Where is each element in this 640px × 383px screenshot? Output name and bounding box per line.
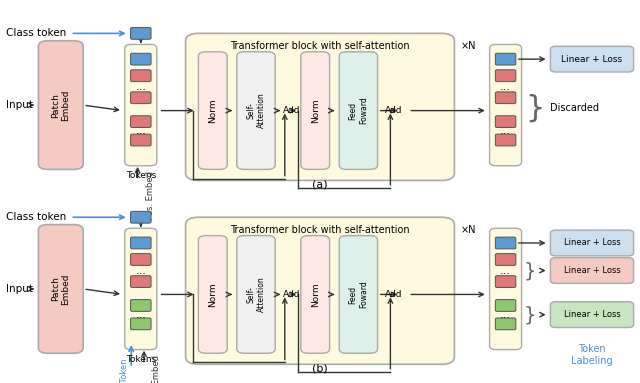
Text: }: } xyxy=(525,93,544,122)
FancyBboxPatch shape xyxy=(198,236,227,353)
FancyBboxPatch shape xyxy=(495,134,516,146)
Text: Tokens: Tokens xyxy=(125,355,156,364)
Text: Patch
Embed: Patch Embed xyxy=(51,89,70,121)
Text: ...: ... xyxy=(136,265,146,275)
FancyBboxPatch shape xyxy=(131,116,151,128)
FancyBboxPatch shape xyxy=(38,224,83,353)
FancyBboxPatch shape xyxy=(339,236,378,353)
Text: Patch
Embed: Patch Embed xyxy=(51,273,70,305)
Text: Norm: Norm xyxy=(310,282,320,307)
Text: Input: Input xyxy=(6,100,33,110)
Text: Pos. Embed: Pos. Embed xyxy=(152,355,161,383)
FancyBboxPatch shape xyxy=(495,254,516,265)
FancyBboxPatch shape xyxy=(131,28,151,39)
Text: Feed
Foward: Feed Foward xyxy=(349,281,368,308)
FancyBboxPatch shape xyxy=(38,41,83,169)
FancyBboxPatch shape xyxy=(131,70,151,82)
Text: Token
Labeling: Token Labeling xyxy=(571,344,613,366)
FancyBboxPatch shape xyxy=(237,52,275,169)
FancyBboxPatch shape xyxy=(186,217,454,364)
FancyBboxPatch shape xyxy=(550,46,634,72)
Text: MixToken: MixToken xyxy=(119,357,128,383)
FancyBboxPatch shape xyxy=(131,237,151,249)
FancyBboxPatch shape xyxy=(550,258,634,283)
FancyBboxPatch shape xyxy=(131,254,151,265)
FancyBboxPatch shape xyxy=(490,228,522,350)
FancyBboxPatch shape xyxy=(125,228,157,350)
Text: Add: Add xyxy=(385,106,403,115)
FancyBboxPatch shape xyxy=(237,236,275,353)
FancyBboxPatch shape xyxy=(186,33,454,180)
FancyBboxPatch shape xyxy=(131,53,151,65)
Text: ...: ... xyxy=(136,310,146,320)
FancyBboxPatch shape xyxy=(495,92,516,104)
Text: ...: ... xyxy=(500,265,511,275)
Text: ×N: ×N xyxy=(461,224,476,235)
FancyBboxPatch shape xyxy=(131,134,151,146)
Text: }: } xyxy=(524,261,536,280)
Text: ×N: ×N xyxy=(461,41,476,51)
FancyBboxPatch shape xyxy=(495,300,516,311)
FancyBboxPatch shape xyxy=(495,318,516,330)
FancyBboxPatch shape xyxy=(339,52,378,169)
FancyBboxPatch shape xyxy=(131,211,151,223)
Text: Transformer block with self-attention: Transformer block with self-attention xyxy=(230,224,410,235)
Text: ...: ... xyxy=(500,82,511,92)
FancyBboxPatch shape xyxy=(495,116,516,128)
Text: Discarded: Discarded xyxy=(550,103,600,113)
Text: Self-
Attention: Self- Attention xyxy=(246,93,266,128)
Text: Linear + Loss: Linear + Loss xyxy=(564,239,620,247)
Text: Pos. Embed: Pos. Embed xyxy=(146,171,155,220)
FancyBboxPatch shape xyxy=(131,92,151,104)
FancyBboxPatch shape xyxy=(301,236,330,353)
Text: (b): (b) xyxy=(312,363,328,373)
Text: Add: Add xyxy=(282,106,300,115)
Text: ...: ... xyxy=(136,126,146,136)
Text: Norm: Norm xyxy=(208,282,218,307)
Text: Feed
Foward: Feed Foward xyxy=(349,97,368,124)
Text: Linear + Loss: Linear + Loss xyxy=(564,266,620,275)
FancyBboxPatch shape xyxy=(550,230,634,256)
FancyBboxPatch shape xyxy=(125,44,157,166)
Text: Linear + Loss: Linear + Loss xyxy=(564,310,620,319)
FancyBboxPatch shape xyxy=(301,52,330,169)
Text: Self-
Attention: Self- Attention xyxy=(246,277,266,312)
FancyBboxPatch shape xyxy=(198,52,227,169)
Text: ...: ... xyxy=(500,310,511,320)
FancyBboxPatch shape xyxy=(550,302,634,327)
FancyBboxPatch shape xyxy=(495,53,516,65)
FancyBboxPatch shape xyxy=(131,300,151,311)
FancyBboxPatch shape xyxy=(495,276,516,288)
Text: Add: Add xyxy=(385,290,403,299)
Text: ...: ... xyxy=(500,126,511,136)
Text: Linear + Loss: Linear + Loss xyxy=(561,55,623,64)
FancyBboxPatch shape xyxy=(131,276,151,288)
Text: }: } xyxy=(524,305,536,324)
Text: ...: ... xyxy=(136,82,146,92)
Text: Norm: Norm xyxy=(208,98,218,123)
Text: Input: Input xyxy=(6,284,33,294)
Text: Class token: Class token xyxy=(6,212,67,222)
FancyBboxPatch shape xyxy=(490,44,522,166)
FancyBboxPatch shape xyxy=(495,70,516,82)
FancyBboxPatch shape xyxy=(495,237,516,249)
Text: Class token: Class token xyxy=(6,28,67,38)
FancyBboxPatch shape xyxy=(131,318,151,330)
Text: (a): (a) xyxy=(312,180,328,190)
Text: Add: Add xyxy=(282,290,300,299)
Text: Norm: Norm xyxy=(310,98,320,123)
Text: Transformer block with self-attention: Transformer block with self-attention xyxy=(230,41,410,51)
Text: Tokens: Tokens xyxy=(125,171,156,180)
